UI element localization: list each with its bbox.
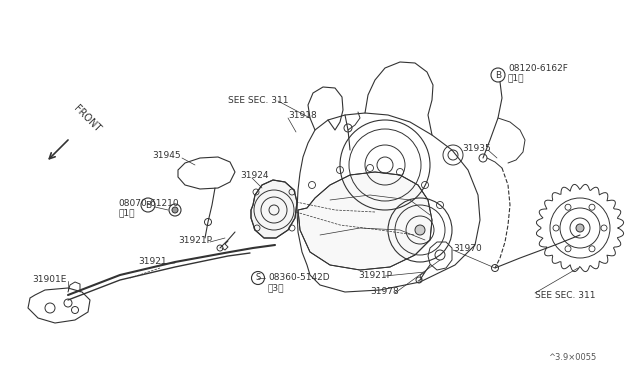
Text: S: S <box>255 273 260 282</box>
Text: 08360-5142D: 08360-5142D <box>268 273 330 282</box>
Circle shape <box>415 225 425 235</box>
Text: ^3.9×0055: ^3.9×0055 <box>548 353 596 362</box>
Circle shape <box>576 224 584 232</box>
Text: 31901E: 31901E <box>32 276 67 285</box>
Text: 31978: 31978 <box>370 288 399 296</box>
Polygon shape <box>298 172 432 270</box>
Polygon shape <box>251 180 297 238</box>
Text: 31921P: 31921P <box>358 270 392 279</box>
Text: 31935: 31935 <box>462 144 491 153</box>
Circle shape <box>172 207 178 213</box>
Text: 31970: 31970 <box>453 244 482 253</box>
Text: （3）: （3） <box>268 283 285 292</box>
Text: B: B <box>495 71 501 80</box>
Text: SEE SEC. 311: SEE SEC. 311 <box>535 291 595 299</box>
Text: 31945: 31945 <box>152 151 180 160</box>
Text: SEE SEC. 311: SEE SEC. 311 <box>228 96 289 105</box>
Text: （1）: （1） <box>118 208 134 218</box>
Text: 31921: 31921 <box>138 257 166 266</box>
Text: 31918: 31918 <box>288 110 317 119</box>
Text: 31921P: 31921P <box>178 235 212 244</box>
Text: 08070-61210: 08070-61210 <box>118 199 179 208</box>
Text: （1）: （1） <box>508 74 525 83</box>
Text: 31924: 31924 <box>240 170 269 180</box>
Text: B: B <box>145 201 151 209</box>
Text: FRONT: FRONT <box>72 103 102 134</box>
Text: 08120-6162F: 08120-6162F <box>508 64 568 73</box>
